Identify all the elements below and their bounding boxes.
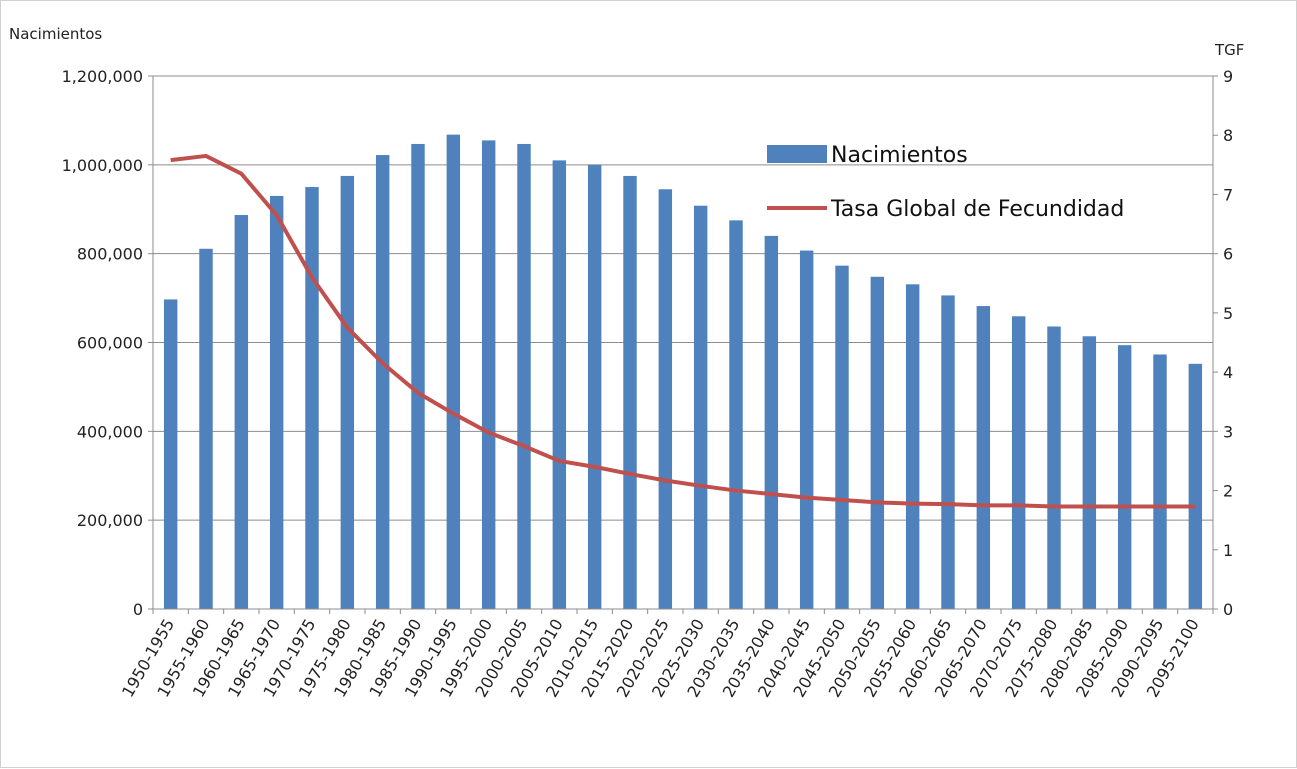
left-tick-label: 200,000 <box>77 511 143 530</box>
left-tick-label: 1,200,000 <box>62 67 143 86</box>
right-tick-label: 4 <box>1223 363 1233 382</box>
bar <box>623 175 637 609</box>
bar <box>1047 326 1061 609</box>
bar <box>340 175 355 609</box>
bar <box>552 160 567 609</box>
bar <box>976 306 991 609</box>
line-layer <box>170 153 1196 509</box>
legend-label-tgf: Tasa Global de Fecundidad <box>830 197 1124 222</box>
right-tick-label: 0 <box>1223 600 1233 619</box>
right-tick-label: 3 <box>1223 422 1233 441</box>
right-tick-label: 8 <box>1223 126 1233 145</box>
legend-label-nacimientos: Nacimientos <box>831 143 968 168</box>
right-tick-label: 7 <box>1223 185 1233 204</box>
left-axis-title: Nacimientos <box>9 25 102 43</box>
bar <box>905 284 920 609</box>
bar <box>835 265 849 609</box>
bar <box>1188 363 1203 609</box>
gridlines <box>153 75 1213 521</box>
left-tick-label: 0 <box>133 600 143 619</box>
left-tick-label: 1,000,000 <box>62 156 143 175</box>
bar <box>517 143 531 609</box>
legend: Nacimientos Tasa Global de Fecundidad <box>767 143 1124 222</box>
right-tick-label: 2 <box>1223 482 1233 501</box>
right-tick-label: 5 <box>1223 304 1233 323</box>
bar <box>305 187 319 609</box>
x-axis-ticks: 1950-19551955-19601960-19651965-19701970… <box>118 609 1214 701</box>
bar <box>269 195 284 610</box>
bar <box>199 248 213 610</box>
bar <box>693 205 708 610</box>
bar <box>1117 345 1132 609</box>
bars-layer <box>163 134 1203 610</box>
right-tick-label: 9 <box>1223 67 1233 86</box>
right-axis-ticks: 0 1 2 3 4 5 6 7 8 9 <box>1213 67 1233 619</box>
bar <box>870 276 885 609</box>
right-tick-label: 1 <box>1223 541 1233 560</box>
right-axis-title: TGF <box>1214 41 1244 59</box>
left-tick-label: 800,000 <box>77 245 143 264</box>
left-axis-ticks: 0 200,000 400,000 600,000 800,000 1,000,000 1,… <box>62 67 153 619</box>
left-tick-label: 600,000 <box>77 334 143 353</box>
bar <box>1082 336 1097 609</box>
bar <box>941 295 955 609</box>
bar <box>764 235 779 609</box>
bar <box>1153 354 1167 609</box>
bar <box>729 220 743 609</box>
bar <box>163 299 178 609</box>
right-tick-label: 6 <box>1223 245 1233 264</box>
bar <box>234 215 249 609</box>
legend-swatch-nacimientos <box>767 145 827 163</box>
bar <box>411 143 425 609</box>
bar <box>446 134 461 609</box>
bar <box>658 189 673 609</box>
tgf-line <box>170 153 1196 509</box>
left-tick-label: 400,000 <box>77 422 143 441</box>
bar <box>481 140 496 609</box>
bar <box>375 155 390 610</box>
bar <box>799 250 814 609</box>
bar <box>587 164 602 610</box>
bar <box>1011 316 1026 609</box>
